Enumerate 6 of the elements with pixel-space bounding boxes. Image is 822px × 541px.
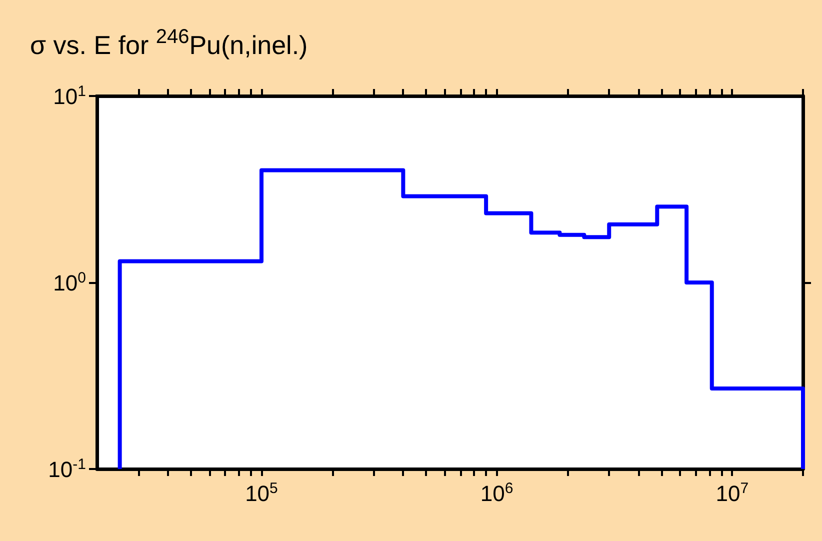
x-tick-label: 10$^{6}$: [480, 480, 514, 506]
y-tick-label: 10$^{-1}$: [48, 456, 86, 482]
y-tick-label: 10$^{1}$: [53, 82, 86, 109]
x-tick-label: 10$^{7}$: [716, 480, 749, 506]
x-tick-label: 10$^{5}$: [245, 480, 278, 506]
y-tick-label: 10$^{0}$: [53, 269, 86, 296]
